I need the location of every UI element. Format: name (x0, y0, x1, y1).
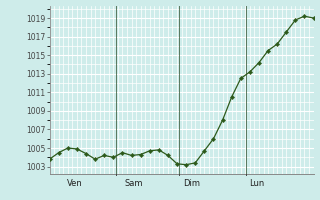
Text: Sam: Sam (125, 179, 143, 188)
Text: Lun: Lun (249, 179, 264, 188)
Text: Dim: Dim (183, 179, 200, 188)
Text: Ven: Ven (67, 179, 83, 188)
